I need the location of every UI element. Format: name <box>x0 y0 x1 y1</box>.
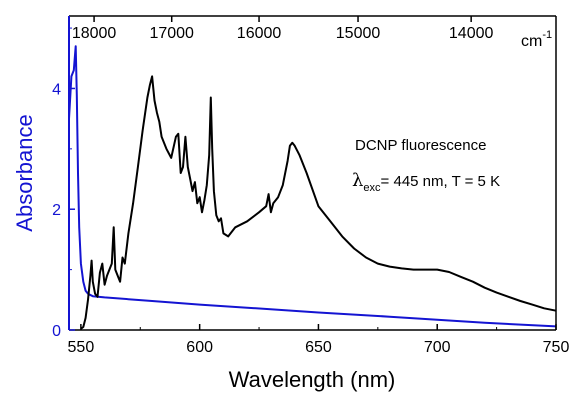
y-tick-label: 2 <box>52 202 61 219</box>
top-tick-label: 16000 <box>237 25 282 42</box>
excitation-text: = 445 nm, T = 5 K <box>381 173 501 190</box>
annotation-line-1: DCNP fluorescence <box>355 137 486 154</box>
bottom-axis-ticks: 550 600 650 700 750 <box>68 324 570 356</box>
top-axis-unit-exponent: -1 <box>542 29 552 41</box>
top-tick-label: 14000 <box>449 25 494 42</box>
top-axis-unit-base: cm <box>521 33 542 50</box>
x-tick-label: 600 <box>186 339 213 356</box>
lambda-symbol: λ <box>352 170 363 191</box>
top-axis-unit: cm-1 <box>521 29 552 50</box>
top-tick-label: 15000 <box>336 25 381 42</box>
absorbance-line <box>68 45 557 328</box>
fluorescence-line <box>80 75 557 330</box>
x-axis-title: Wavelength (nm) <box>229 367 396 392</box>
left-axis-ticks: 0 2 4 <box>52 27 75 340</box>
x-tick-label: 750 <box>543 339 570 356</box>
x-tick-label: 700 <box>424 339 451 356</box>
top-tick-label: 17000 <box>149 25 194 42</box>
x-tick-label: 550 <box>68 339 95 356</box>
y-axis-title: Absorbance <box>12 114 37 231</box>
x-tick-label: 650 <box>305 339 332 356</box>
y-tick-label: 0 <box>52 323 61 340</box>
top-tick-label: 18000 <box>72 25 117 42</box>
top-axis-ticks: 18000 17000 16000 15000 14000 <box>72 16 494 42</box>
annotation-line-2: λexc= 445 nm, T = 5 K <box>352 170 500 194</box>
lambda-subscript: exc <box>363 182 381 194</box>
y-tick-label: 4 <box>52 81 61 98</box>
